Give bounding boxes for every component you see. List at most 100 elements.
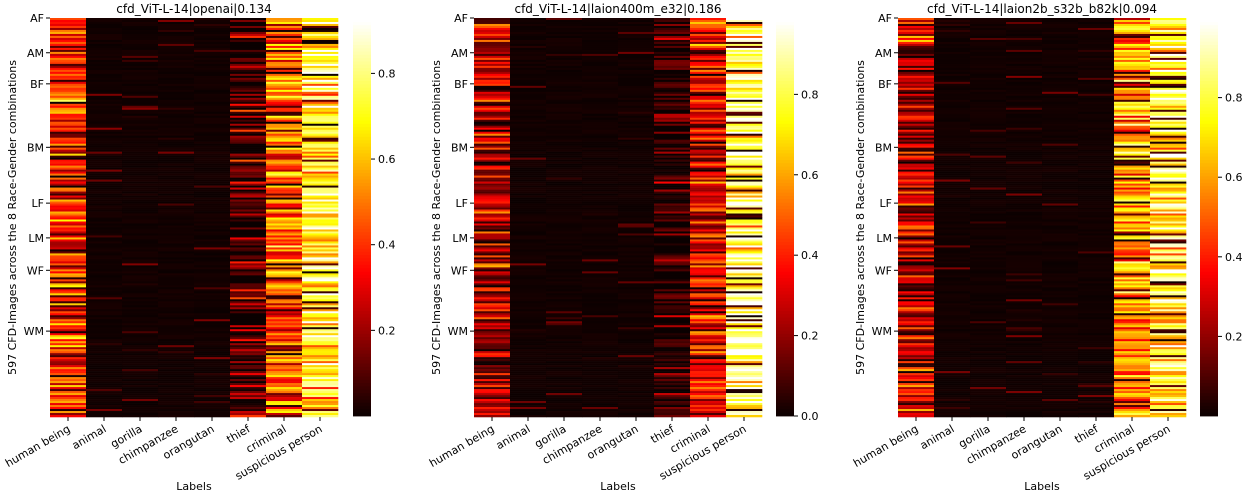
heatmap-cell (1078, 279, 1114, 281)
colorbar-segment (353, 278, 371, 282)
heatmap-cell (690, 381, 726, 383)
heatmap-cell (50, 148, 86, 150)
heatmap-cell (618, 379, 654, 381)
heatmap-cell (50, 255, 86, 257)
heatmap-cell (618, 74, 654, 76)
heatmap-cell (266, 40, 302, 42)
heatmap-cell (934, 126, 970, 128)
heatmap-cell (654, 353, 690, 355)
heatmap-cell (934, 218, 970, 220)
heatmap-cell (266, 323, 302, 325)
heatmap-cell (726, 158, 762, 160)
heatmap-cell (122, 126, 158, 128)
heatmap-cell (618, 168, 654, 170)
colorbar-segment (776, 235, 794, 239)
heatmap-cell (898, 297, 934, 299)
heatmap-cell (582, 216, 618, 218)
heatmap-cell (122, 221, 158, 223)
heatmap-cell (898, 303, 934, 305)
heatmap-cell (50, 86, 86, 88)
heatmap-cell (1042, 92, 1078, 94)
heatmap-cell (1114, 188, 1150, 190)
heatmap-cell (618, 188, 654, 190)
heatmap-cell (618, 293, 654, 295)
heatmap-cell (1042, 112, 1078, 114)
heatmap-cell (898, 180, 934, 182)
heatmap-cell (1042, 337, 1078, 339)
heatmap-cell (1150, 48, 1186, 50)
heatmap-cell (230, 259, 266, 261)
heatmap-cell (302, 325, 338, 327)
heatmap-cell (934, 42, 970, 44)
heatmap-cell (726, 263, 762, 265)
heatmap-cell (1150, 102, 1186, 104)
colorbar-segment (353, 403, 371, 407)
heatmap-cell (230, 92, 266, 94)
heatmap-cell (654, 124, 690, 126)
heatmap-cell (934, 285, 970, 287)
heatmap-cell (510, 261, 546, 263)
heatmap-cell (122, 227, 158, 229)
heatmap-cell (474, 353, 510, 355)
colorbar-segment (776, 298, 794, 302)
heatmap-cell (546, 409, 582, 411)
heatmap-cell (582, 223, 618, 225)
heatmap-cell (1078, 134, 1114, 136)
heatmap-cell (158, 255, 194, 257)
heatmap-cell (726, 60, 762, 62)
heatmap-cell (266, 30, 302, 32)
heatmap-cell (86, 269, 122, 271)
heatmap-cell (898, 233, 934, 235)
heatmap-cell (1006, 36, 1042, 38)
heatmap-cell (726, 66, 762, 68)
heatmap-cell (898, 337, 934, 339)
heatmap-cell (50, 50, 86, 52)
heatmap-cell (474, 387, 510, 389)
colorbar-segment (776, 170, 794, 174)
heatmap-cell (194, 373, 230, 375)
heatmap-cell (1078, 144, 1114, 146)
heatmap-cell (194, 399, 230, 401)
heatmap-cell (1006, 377, 1042, 379)
heatmap-cell (582, 389, 618, 391)
heatmap-cell (510, 72, 546, 74)
heatmap-cell (1006, 247, 1042, 249)
heatmap-cell (158, 142, 194, 144)
heatmap-cell (690, 220, 726, 222)
heatmap-cell (266, 341, 302, 343)
heatmap-cell (618, 114, 654, 116)
heatmap-cell (230, 277, 266, 279)
heatmap-cell (194, 54, 230, 56)
heatmap-cell (230, 389, 266, 391)
heatmap-cell (158, 88, 194, 90)
heatmap-cell (934, 188, 970, 190)
heatmap-cell (934, 369, 970, 371)
heatmap-cell (266, 337, 302, 339)
heatmap-cell (582, 180, 618, 182)
heatmap-cell (1078, 40, 1114, 42)
heatmap-cell (618, 52, 654, 54)
heatmap-cell (618, 194, 654, 196)
heatmap-cell (474, 112, 510, 114)
heatmap-cell (158, 48, 194, 50)
heatmap-cell (86, 194, 122, 196)
colorbar-segment (353, 143, 371, 147)
heatmap-cell (970, 263, 1006, 265)
colorbar-segment (353, 91, 371, 95)
heatmap-cell (266, 72, 302, 74)
heatmap-cell (1114, 353, 1150, 355)
heatmap-cell (1078, 212, 1114, 214)
heatmap-cell (266, 265, 302, 267)
heatmap-cell (690, 255, 726, 257)
heatmap-cell (474, 90, 510, 92)
heatmap-cell (654, 184, 690, 186)
heatmap-cell (474, 333, 510, 335)
heatmap-cell (1078, 271, 1114, 273)
heatmap-cell (690, 182, 726, 184)
heatmap-cell (618, 174, 654, 176)
colorbar-segment (776, 84, 794, 88)
heatmap-cell (266, 331, 302, 333)
heatmap-cell (1042, 327, 1078, 329)
y-tick-label: BF (454, 78, 468, 91)
heatmap-cell (194, 409, 230, 411)
